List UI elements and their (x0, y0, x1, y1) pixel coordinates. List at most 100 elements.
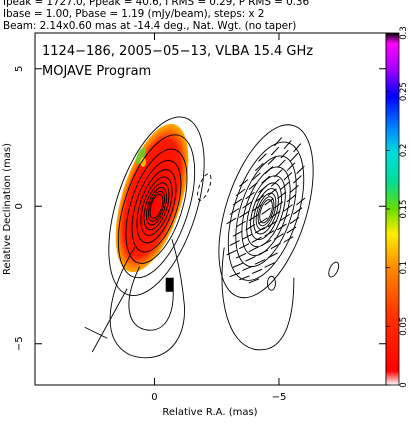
polarization-vector (283, 172, 293, 181)
polarization-vector (242, 265, 253, 271)
stokes-i-contour (136, 169, 177, 244)
header-line-1: Ipeak = 1727.0, Ppeak = 40.6, I RMS = 0.… (3, 0, 310, 8)
polarization-vector (264, 198, 274, 206)
polarization-vector (239, 179, 249, 187)
stokes-i-contour (149, 193, 164, 219)
colorbar-tick-label: 0.2 (399, 144, 409, 158)
polarization-vector (264, 166, 274, 175)
polarization-vector (261, 207, 271, 215)
polarization-vectors (226, 137, 306, 284)
polarized-peak-block (165, 277, 174, 292)
polarized-emission-high (135, 147, 147, 165)
polarization-vector (270, 178, 280, 187)
extended-envelope-right (221, 247, 295, 351)
extended-emission (84, 173, 340, 359)
polarization-vector (226, 249, 237, 256)
polarization-vector (289, 152, 299, 162)
polarization-vector (270, 210, 281, 218)
colorbar-ticks: 0 0.05 0.1 0.15 0.2 0.25 0.3 (386, 26, 409, 388)
polarization-vector (267, 220, 278, 228)
x-axis-ticks: 0 −5 (151, 33, 286, 403)
map-area (84, 116, 340, 359)
polarization-vector (296, 197, 306, 206)
polarization-vector (277, 223, 287, 231)
polarization-vector (267, 156, 277, 165)
polarization-vector (267, 188, 277, 197)
stokes-i-contour (143, 182, 170, 231)
polarization-vector (289, 184, 299, 193)
colorbar: 0 0.05 0.1 0.15 0.2 0.25 0.3 (385, 26, 409, 388)
polarization-vector (273, 201, 284, 209)
stokes-i-contour (140, 176, 173, 236)
stokes-i-contour (108, 116, 205, 297)
polarization-vector (251, 204, 262, 212)
polarization-vector (251, 268, 263, 275)
plot-frame (34, 32, 387, 386)
polarization-vector (267, 252, 278, 259)
polarization-vector (251, 236, 262, 243)
polarization-vector (245, 223, 256, 231)
polarized-emission-mid (140, 157, 146, 167)
polarization-vector (254, 259, 266, 265)
stokes-i-contour (117, 134, 196, 279)
polarization-vector (264, 230, 275, 237)
polarization-vector (239, 275, 250, 281)
polarization-vector (292, 207, 303, 215)
polarization-vector (232, 198, 243, 206)
polarization-vector (248, 246, 259, 253)
polarization-vector (293, 175, 302, 184)
program-label: MOJAVE Program (42, 64, 151, 79)
polarization-vector (235, 220, 246, 228)
polarization-vector (277, 191, 287, 200)
polarization-vector (235, 252, 247, 259)
y-tick-label: 0 (14, 203, 25, 209)
polarization-vector (248, 182, 258, 190)
polarization-vector (258, 249, 269, 256)
colorbar-tick-label: 0.05 (399, 317, 409, 336)
y-axis-ticks: 5 0 −5 (14, 66, 386, 351)
stokes-i-contour (125, 148, 188, 264)
polarization-vector (270, 146, 280, 156)
noise-blob (267, 275, 276, 291)
polarization-vector (232, 230, 243, 237)
stokes-i-contour-right (218, 124, 314, 299)
polarization-vector (286, 194, 296, 203)
polarization-vector (239, 243, 250, 250)
polarization-vector (229, 272, 241, 278)
polarization-vector (273, 233, 284, 240)
stokes-i-contour-right (246, 175, 286, 248)
stokes-i-contour-right (257, 196, 275, 227)
y-tick-label: 5 (14, 66, 25, 72)
stokes-i-contour (146, 187, 167, 226)
y-tick-label: −5 (14, 336, 25, 351)
polarization-vector (258, 217, 268, 225)
polarization-vector (229, 208, 240, 215)
jet-line (91, 288, 128, 353)
polarization-vector (270, 242, 281, 250)
polarization-vector (289, 216, 300, 225)
polarization-vector (226, 217, 237, 225)
colorbar-tick-label: 0.3 (399, 26, 409, 40)
polarization-vector (286, 162, 296, 172)
polarization-vector (283, 236, 294, 243)
polarization-vector (232, 262, 244, 268)
stokes-i-contour-right (255, 192, 277, 230)
polarization-vector (293, 143, 302, 153)
jet-tick (84, 326, 108, 339)
polarization-vector (248, 214, 259, 222)
polarization-vector (286, 226, 297, 234)
polarization-vector (280, 213, 290, 221)
polarization-vector (280, 181, 290, 190)
stokes-i-contour-right (227, 141, 305, 281)
polarization-vector (258, 153, 267, 162)
polarization-vector (254, 162, 264, 172)
stokes-i-contour (148, 190, 165, 222)
polarization-vector (245, 256, 256, 262)
polarization-vector (283, 140, 292, 150)
y-axis-label: Relative Declination (mas) (2, 143, 13, 275)
polarization-vector (254, 194, 265, 203)
polarization-vector (251, 172, 261, 181)
header-line-2: Ibase = 1.00, Pbase = 1.19 (mJy/beam), s… (3, 8, 265, 20)
polarization-vector (229, 240, 240, 247)
